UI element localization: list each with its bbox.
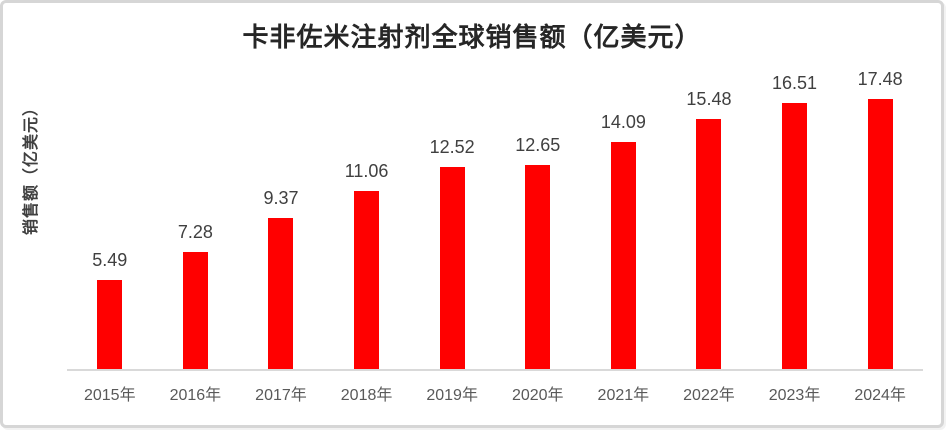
- chart-card: 卡非佐米注射剂全球销售额（亿美元） 销售额（亿美元） 5.49 7.28 9.37 1…: [0, 0, 944, 428]
- bar-value-label: 12.65: [515, 135, 561, 155]
- x-axis-labels: 2015年 2016年 2017年 2018年 2019年 2020年 2021年 2022年…: [67, 381, 923, 405]
- bar-slot: 15.48: [666, 69, 752, 369]
- bar: [439, 167, 465, 369]
- bar-slot: 14.09: [581, 69, 667, 369]
- bar: [610, 142, 636, 369]
- bar-value-label: 9.37: [263, 188, 299, 208]
- plot-area: 5.49 7.28 9.37 11.06 12.52 12.65 14.09 15.48 16.…: [67, 69, 923, 417]
- x-tick-label: 2021年: [597, 387, 650, 404]
- x-axis-line: [67, 369, 923, 371]
- bar-slot: 16.51: [752, 69, 838, 369]
- y-axis-title: 销售额（亿美元）: [23, 98, 40, 235]
- bar: [867, 99, 893, 369]
- x-tick-label: 2018年: [340, 387, 393, 404]
- bar-slot: 7.28: [153, 69, 239, 369]
- bar-slot: 12.52: [409, 69, 495, 369]
- x-tick-label: 2015年: [83, 387, 136, 404]
- bar-value-label: 11.06: [344, 161, 389, 181]
- bar: [696, 119, 722, 369]
- x-tick-label: 2023年: [768, 387, 821, 404]
- bar: [268, 218, 294, 369]
- bar: [182, 252, 208, 369]
- bar: [354, 191, 380, 369]
- bar-value-label: 5.49: [92, 250, 128, 270]
- x-tick-label: 2019年: [426, 387, 478, 404]
- x-tick-label: 2022年: [683, 387, 735, 404]
- bar-value-label: 14.09: [600, 112, 646, 132]
- bars-row: 5.49 7.28 9.37 11.06 12.52 12.65 14.09 15.48 16.…: [67, 69, 923, 369]
- bar: [782, 103, 808, 369]
- x-tick-label: 2017年: [255, 387, 307, 404]
- bar-slot: 17.48: [837, 69, 923, 369]
- x-tick-label: 2016年: [169, 387, 222, 404]
- bar-value-label: 7.28: [177, 222, 213, 242]
- bar-slot: 11.06: [324, 69, 410, 369]
- bar: [97, 280, 123, 369]
- bar-slot: 5.49: [67, 69, 153, 369]
- x-tick-label: 2020年: [511, 387, 564, 404]
- x-tick-label: 2024年: [854, 387, 906, 404]
- bar-value-label: 16.51: [772, 73, 818, 93]
- bar-value-label: 15.48: [686, 89, 732, 109]
- bar-slot: 12.65: [495, 69, 581, 369]
- bar-value-label: 12.52: [429, 137, 475, 157]
- chart-title: 卡非佐米注射剂全球销售额（亿美元）: [242, 23, 702, 53]
- bar-value-label: 17.48: [857, 69, 903, 89]
- bar: [525, 165, 551, 369]
- bar-slot: 9.37: [238, 69, 324, 369]
